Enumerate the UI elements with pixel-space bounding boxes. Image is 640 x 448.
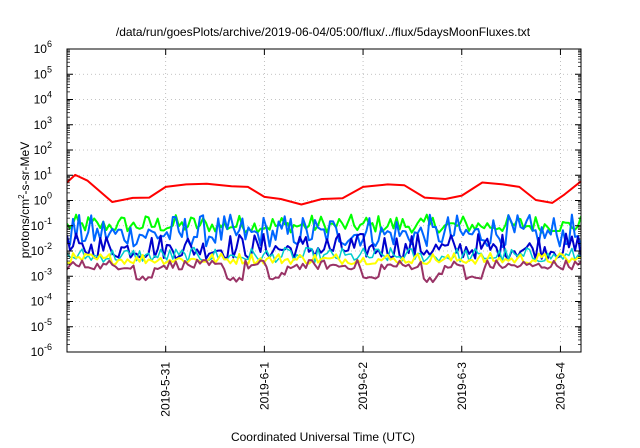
chart-title: /data/run/goesPlots/archive/2019-06-04/0… bbox=[116, 25, 531, 39]
y-tick-label: 103 bbox=[34, 115, 52, 132]
y-axis-label: protons/cm2-s-sr-MeV bbox=[17, 142, 32, 258]
x-tick-label: 2019-6-3 bbox=[455, 362, 469, 410]
y-tick-label: 10-6 bbox=[31, 342, 52, 359]
x-axis-label: Coordinated Universal Time (UTC) bbox=[231, 430, 415, 444]
y-tick-label: 10-1 bbox=[31, 216, 52, 233]
series-layer bbox=[67, 173, 581, 284]
series-line-4 bbox=[67, 232, 581, 260]
y-tick-label: 106 bbox=[34, 39, 52, 56]
y-tick-label: 101 bbox=[34, 165, 52, 182]
x-tick-label: 2019-6-1 bbox=[257, 362, 271, 410]
y-tick-label: 10-3 bbox=[31, 266, 52, 283]
series-line-5 bbox=[67, 246, 581, 263]
series-line-1 bbox=[67, 173, 581, 206]
y-tick-label: 10-4 bbox=[31, 292, 52, 309]
x-tick-label: 2019-5-31 bbox=[159, 362, 173, 417]
grid bbox=[67, 48, 581, 353]
ticks: 10-6 10-5 10-4 10-3 10-2 10-1 100 101 102 103 104 1… bbox=[31, 39, 581, 417]
y-tick-label: 100 bbox=[34, 191, 52, 208]
y-tick-label: 10-2 bbox=[31, 241, 52, 258]
y-tick-label: 105 bbox=[34, 64, 52, 81]
y-tick-label: 104 bbox=[34, 90, 52, 107]
y-tick-label: 102 bbox=[34, 140, 52, 157]
series-line-7 bbox=[67, 258, 581, 284]
x-tick-label: 2019-6-2 bbox=[356, 362, 370, 410]
y-tick-label: 10-5 bbox=[31, 317, 52, 334]
series-line-3 bbox=[67, 213, 581, 248]
x-tick-label: 2019-6-4 bbox=[553, 362, 567, 410]
